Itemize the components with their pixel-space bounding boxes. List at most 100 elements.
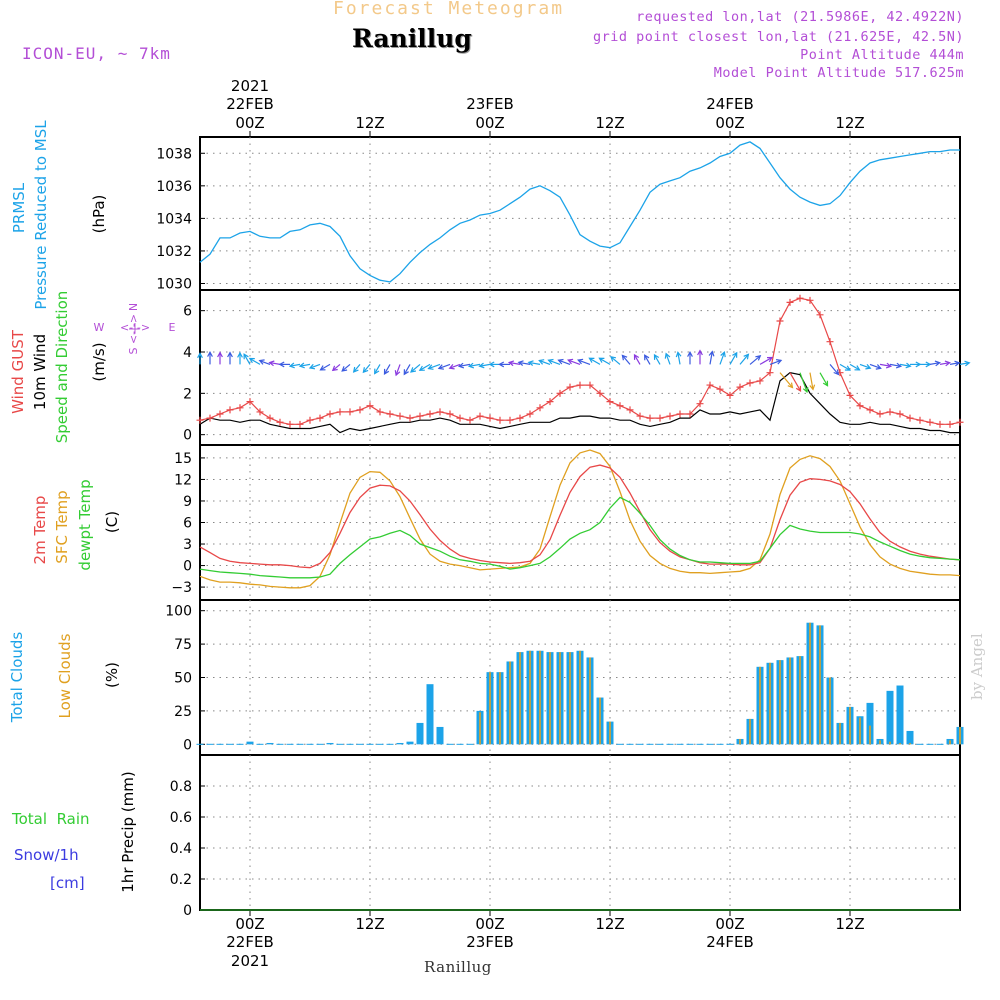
low-cloud-bar <box>779 660 781 745</box>
wind-speed-label: 10m Wind <box>31 334 49 410</box>
wind-direction-arrow <box>789 372 802 392</box>
wind-direction-arrowhead <box>776 359 783 365</box>
wind-gust-marker <box>806 296 814 304</box>
wind-direction-arrowhead <box>478 362 485 369</box>
wind-direction-arrow <box>419 363 431 371</box>
low-cloud-bar <box>559 652 561 745</box>
rain-label: Total Rain <box>11 810 90 828</box>
compass-vertical-label: <-|-> <box>127 314 140 344</box>
y-tick-label: 6 <box>183 304 192 320</box>
wind-gust-marker <box>516 414 524 422</box>
wind-gust-marker <box>676 410 684 418</box>
wind-direction-arrow <box>269 361 281 365</box>
wind-gust-marker <box>856 402 864 410</box>
wind-direction-arrowhead <box>621 354 628 361</box>
wind-direction-arrow <box>889 363 901 367</box>
wind-gust-marker <box>616 402 624 410</box>
bottom-time-label: 00Z <box>475 915 504 933</box>
grid-point-coordinates: grid point closest lon,lat (21.625E, 42.… <box>593 29 964 45</box>
temp-2m-line <box>199 464 961 569</box>
low-cloud-bar <box>829 677 831 745</box>
wind-direction-arrow <box>644 354 651 365</box>
wind-gust-marker <box>486 414 494 422</box>
wind-direction-arrowhead <box>517 360 524 366</box>
total-cloud-bar <box>436 726 444 745</box>
wind-direction-arrow <box>243 353 251 365</box>
wind-gust-marker <box>206 414 214 422</box>
wind-direction-arrow <box>939 362 950 365</box>
wind-unit-label: (m/s) <box>90 342 108 381</box>
y-tick-label: 0.4 <box>170 841 192 857</box>
wind-direction-arrowhead <box>227 351 233 358</box>
wind-gust-marker <box>526 410 534 418</box>
total-cloud-bar <box>896 685 904 745</box>
wind-direction-arrowhead <box>809 384 816 391</box>
wind-direction-arrowhead <box>237 351 243 358</box>
wind-direction-arrowhead <box>708 350 715 357</box>
clouds-unit-label: (%) <box>103 662 121 688</box>
wind-gust-marker <box>756 377 764 385</box>
wind-direction-arrowhead <box>944 360 951 367</box>
wind-direction-arrowhead <box>258 359 265 365</box>
wind-direction-arrowhead <box>644 354 650 361</box>
wind-gust-marker <box>706 381 714 389</box>
wind-gust-marker <box>236 404 244 412</box>
wind-direction-arrow <box>539 359 551 365</box>
wind-gust-marker <box>426 410 434 418</box>
y-tick-label: 1038 <box>156 146 192 162</box>
wind-direction-arrow <box>929 362 940 365</box>
wind-direction-arrow <box>528 361 541 365</box>
bottom-date-label: 22FEB <box>226 933 273 951</box>
wind-direction-arrowhead <box>766 356 774 363</box>
top-time-label: 00Z <box>235 114 264 132</box>
wind-direction-arrowhead <box>567 358 574 365</box>
wind-direction-arrow <box>449 363 461 369</box>
wind-gust-marker <box>576 381 584 389</box>
wind-direction-arrow <box>567 359 581 365</box>
wind-gust-marker <box>356 406 364 414</box>
wind-gust-marker <box>196 416 204 424</box>
low-cloud-bar <box>599 697 601 745</box>
pressure-label-short: PRMSL <box>10 182 28 233</box>
wind-gust-marker <box>566 383 574 391</box>
wind-direction-arrowhead <box>308 363 316 370</box>
wind-direction-arrowhead <box>268 360 275 367</box>
wind-gust-marker <box>816 311 824 319</box>
wind-gust-marker <box>256 408 264 416</box>
low-cloud-bar <box>569 652 571 745</box>
wind-direction-arrowhead <box>687 350 693 357</box>
bottom-time-label: 00Z <box>235 915 264 933</box>
low-cloud-bar <box>579 650 581 745</box>
dewpoint-label: dewpt Temp <box>76 479 94 570</box>
total-cloud-bar <box>326 742 334 745</box>
wind-gust-marker <box>596 389 604 397</box>
wind-direction-arrowhead <box>498 361 505 368</box>
wind-direction-arrowhead <box>865 364 872 370</box>
wind-direction-arrow <box>809 372 814 390</box>
total-cloud-bar <box>426 684 434 745</box>
y-tick-label: 3 <box>183 537 192 553</box>
wind-direction-arrowhead <box>895 362 903 369</box>
wind-direction-arrowhead <box>427 364 434 370</box>
wind-direction-arrow <box>719 351 726 365</box>
top-time-label: 00Z <box>715 114 744 132</box>
y-tick-label: 75 <box>174 637 192 653</box>
y-tick-label: −3 <box>171 580 192 596</box>
wind-direction-arrowhead <box>732 351 738 358</box>
wind-direction-label: Speed and Direction <box>53 291 71 444</box>
wind-gust-marker <box>366 402 374 410</box>
y-tick-label: 0.6 <box>170 810 192 826</box>
pressure-label-long: Pressure Reduced to MSL <box>32 120 50 310</box>
wind-gust-marker <box>536 404 544 412</box>
point-altitude: Point Altitude 444m <box>800 47 964 63</box>
wind-direction-arrowhead <box>755 354 762 361</box>
wind-direction-arrowhead <box>467 362 475 369</box>
wind-direction-arrow <box>599 357 611 365</box>
y-tick-label: 1032 <box>156 244 192 260</box>
wind-gust-marker <box>436 408 444 416</box>
y-tick-label: 1030 <box>156 276 192 292</box>
wind-gust-marker <box>846 391 854 399</box>
wind-direction-arrow <box>383 364 391 375</box>
snow-unit-label: [cm] <box>50 874 85 892</box>
